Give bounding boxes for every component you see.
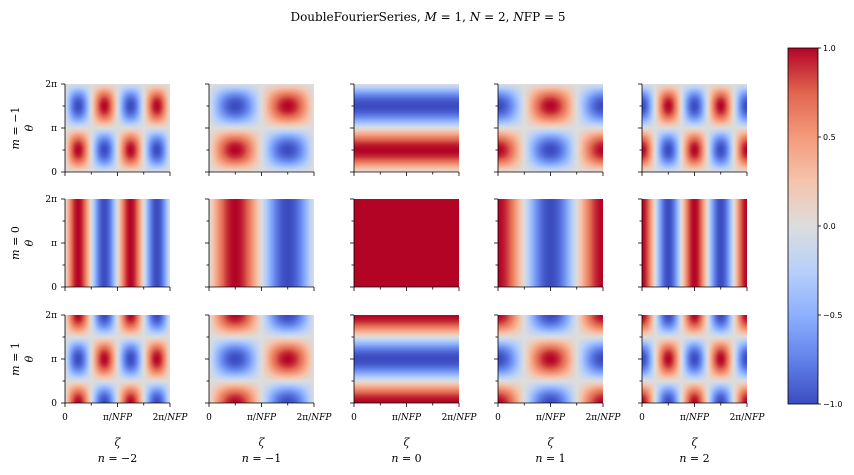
y-axis-label: θ	[23, 239, 36, 246]
heatmap-panel-m-1-n-1	[209, 84, 314, 172]
heatmap-panel-m-1-n0	[354, 84, 459, 172]
chart-title: DoubleFourierSeries, M = 1, N = 2, NFP =…	[290, 10, 565, 24]
column-label: n = 1	[535, 452, 565, 465]
x-axis-label: ζ	[548, 436, 555, 449]
heatmap-panel-m1-n1	[498, 315, 603, 403]
colorbar-tick-label: 0.0	[823, 222, 836, 231]
colorbar: −1.0 −0.5 0.0 0.5 1.0	[787, 44, 842, 409]
y-tick-label: 2π	[45, 80, 57, 90]
x-tick-label: π/NFP	[536, 413, 566, 423]
x-axis-label: ζ	[404, 436, 411, 449]
row-label: m = 0	[9, 226, 22, 260]
colorbar-tick-label: 0.5	[823, 133, 836, 142]
heatmap-panel-m1-n0	[354, 315, 459, 403]
column-label: n = −2	[98, 452, 138, 465]
x-axis-label: ζ	[115, 436, 122, 449]
heatmap-panel-m0-n-1	[209, 199, 314, 287]
colorbar-tick-label: 1.0	[823, 44, 836, 53]
column-label: n = −1	[242, 452, 282, 465]
y-tick-label: 0	[51, 399, 57, 409]
x-tick-label: 0	[351, 413, 357, 423]
x-tick-label: 2π/NFP	[586, 413, 622, 423]
y-tick-label: π	[51, 355, 57, 365]
x-tick-label: 0	[206, 413, 212, 423]
x-tick-label: 0	[62, 413, 68, 423]
colorbar-gradient	[787, 47, 819, 405]
y-tick-label: π	[51, 124, 57, 134]
x-axis-label: ζ	[259, 436, 266, 449]
column-label: n = 0	[391, 452, 421, 465]
heatmap-panel-m-1-n1	[498, 84, 603, 172]
x-tick-label: π/NFP	[247, 413, 277, 423]
y-axis-label: θ	[23, 355, 36, 362]
heatmap-panel-m1-n-2	[65, 315, 170, 403]
y-tick-label: 2π	[45, 195, 57, 205]
colorbar-ticks: −1.0 −0.5 0.0 0.5 1.0	[818, 44, 842, 409]
y-tick-label: 0	[51, 283, 57, 293]
y-tick-label: 0	[51, 168, 57, 178]
heatmap-panel-m-1-n2	[642, 84, 747, 172]
column-label: n = 2	[679, 452, 709, 465]
x-tick-label: 2π/NFP	[297, 413, 333, 423]
row-label: m = 1	[9, 342, 22, 376]
row-label: m = −1	[9, 107, 22, 150]
heatmap-panel-m0-n1	[498, 199, 603, 287]
y-tick-label: 2π	[45, 311, 57, 321]
colorbar-tick-label: −1.0	[823, 400, 842, 409]
heatmap-panel-m0-n2	[642, 199, 747, 287]
x-tick-label: 0	[495, 413, 501, 423]
heatmap-panel-m1-n2	[642, 315, 747, 403]
y-axis-label: θ	[23, 124, 36, 131]
x-tick-label: 0	[639, 413, 645, 423]
x-tick-label: 2π/NFP	[153, 413, 189, 423]
x-axis-label: ζ	[692, 436, 699, 449]
x-tick-label: π/NFP	[680, 413, 710, 423]
x-tick-label: 2π/NFP	[442, 413, 478, 423]
heatmap-panel-m0-n-2	[65, 199, 170, 287]
colorbar-tick-label: −0.5	[823, 311, 842, 320]
x-tick-label: π/NFP	[392, 413, 422, 423]
heatmap-panel-m1-n-1	[209, 315, 314, 403]
x-tick-label: π/NFP	[103, 413, 133, 423]
x-tick-label: 2π/NFP	[730, 413, 766, 423]
heatmap-panel-m-1-n-2	[65, 84, 170, 172]
y-tick-label: π	[51, 239, 57, 249]
heatmap-panel-m0-n0	[354, 199, 459, 287]
